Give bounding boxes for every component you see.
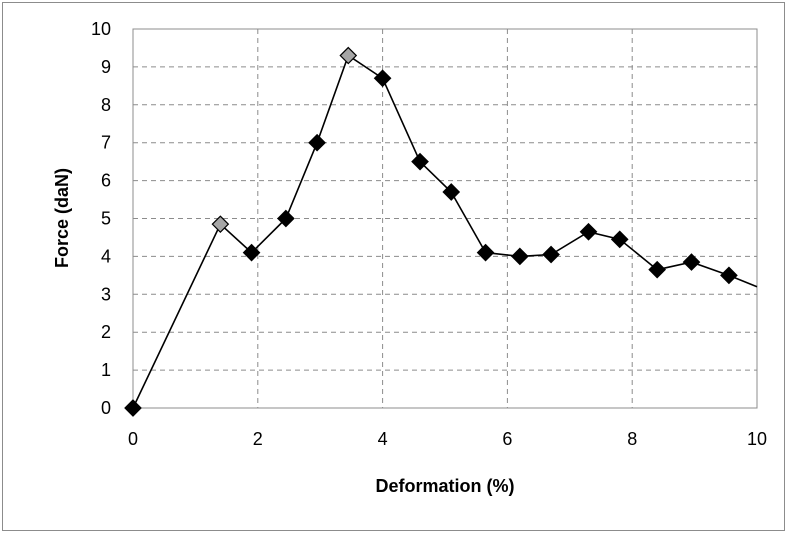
y-tick-label: 0 <box>101 398 111 418</box>
data-point-marker <box>610 230 629 249</box>
x-tick-label: 10 <box>747 429 767 449</box>
x-axis-title: Deformation (%) <box>376 476 515 496</box>
data-point-marker <box>682 253 701 271</box>
data-point-marker <box>211 215 230 234</box>
x-tick-label: 0 <box>128 429 138 449</box>
grid-layer <box>133 29 757 408</box>
data-point-marker <box>648 260 667 279</box>
series-layer <box>132 54 758 409</box>
y-tick-label: 6 <box>101 171 111 191</box>
y-tick-label: 3 <box>101 284 111 304</box>
y-tick-label: 8 <box>101 95 111 115</box>
data-point-marker <box>411 152 429 171</box>
y-axis-title: Force (daN) <box>52 168 72 268</box>
x-tick-label: 4 <box>378 429 388 449</box>
x-tick-label: 2 <box>253 429 263 449</box>
y-tick-label: 9 <box>101 57 111 77</box>
data-point-marker <box>124 399 142 417</box>
y-tick-label: 7 <box>101 133 111 153</box>
data-point-marker <box>579 222 598 241</box>
data-point-marker <box>442 183 461 201</box>
data-point-marker <box>308 133 326 152</box>
x-tick-label: 8 <box>627 429 637 449</box>
y-tick-label: 5 <box>101 209 111 229</box>
tick-label-layer: 0 1 2 3 4 5 6 7 8 9 10 0 2 4 6 8 10 <box>91 19 767 449</box>
y-tick-label: 1 <box>101 360 111 380</box>
data-point-marker <box>339 46 358 65</box>
marker-layer <box>124 46 738 417</box>
y-tick-label: 10 <box>91 19 111 39</box>
series-line <box>132 54 758 409</box>
data-point-marker <box>542 245 560 264</box>
data-point-marker <box>373 69 392 88</box>
data-point-marker <box>476 243 495 262</box>
x-tick-label: 6 <box>502 429 512 449</box>
y-tick-label: 4 <box>101 246 111 266</box>
y-tick-label: 2 <box>101 322 111 342</box>
data-point-marker <box>720 266 738 285</box>
data-point-marker <box>511 247 529 266</box>
plot-area-border <box>132 28 758 409</box>
data-point-marker <box>277 209 295 228</box>
data-point-marker <box>242 243 261 262</box>
